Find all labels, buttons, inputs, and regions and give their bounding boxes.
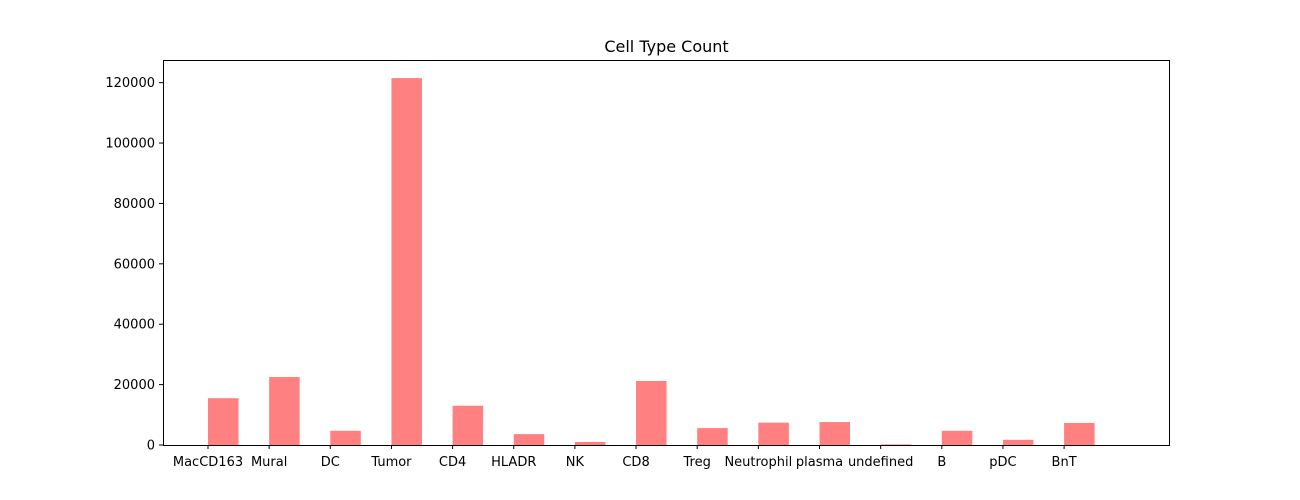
x-tick-label: DC [321, 455, 340, 470]
x-tick-label: Tumor [370, 455, 412, 470]
x-tick-label: HLADR [491, 455, 536, 470]
y-tick-label: 20000 [114, 378, 155, 393]
bars [208, 78, 1095, 445]
bar-bnt [1064, 422, 1095, 445]
x-tick-label: NK [566, 455, 585, 470]
bar-nk [574, 441, 606, 445]
x-tick-label: Treg [683, 455, 711, 470]
x-tick-label: Neutrophil [724, 455, 792, 470]
x-tick-label: plasma [796, 455, 843, 470]
chart-title: Cell Type Count [604, 37, 728, 56]
y-tick-label: 40000 [114, 318, 155, 333]
x-tick-label: BnT [1052, 455, 1077, 470]
bar-treg [697, 428, 728, 445]
bar-dc [330, 430, 361, 445]
x-tick-label: MacCD163 [173, 455, 243, 470]
bar-maccd163 [208, 398, 239, 445]
y-tick-label: 0 [147, 439, 155, 454]
bar-undefined [880, 444, 912, 445]
bar-mural [269, 377, 300, 445]
bar-neutrophil [758, 422, 789, 445]
x-tick-label: Mural [251, 455, 287, 470]
bar-cd4 [452, 405, 484, 445]
x-axis: MacCD163 Mural DC Tumor CD4 HLADR NK CD8 Treg Neu… [173, 445, 1077, 470]
bar-hladr [513, 434, 545, 445]
x-tick-label: undefined [848, 455, 913, 470]
x-tick-label: CD4 [439, 455, 466, 470]
x-tick-label: CD8 [622, 455, 649, 470]
bar-tumor [391, 78, 422, 445]
y-axis: 0 20000 40000 60000 80000 100000 120000 [105, 76, 163, 454]
bar-plasma [819, 422, 850, 445]
y-tick-label: 80000 [114, 197, 155, 212]
bar-b [941, 430, 973, 445]
y-tick-label: 100000 [105, 137, 155, 152]
y-tick-label: 60000 [114, 257, 155, 272]
x-tick-label: pDC [989, 455, 1016, 470]
bar-cd8 [636, 380, 667, 445]
plot-frame [163, 60, 1170, 446]
bar-pdc [1002, 439, 1034, 445]
y-tick-label: 120000 [105, 76, 155, 91]
x-tick-label: B [937, 455, 946, 470]
